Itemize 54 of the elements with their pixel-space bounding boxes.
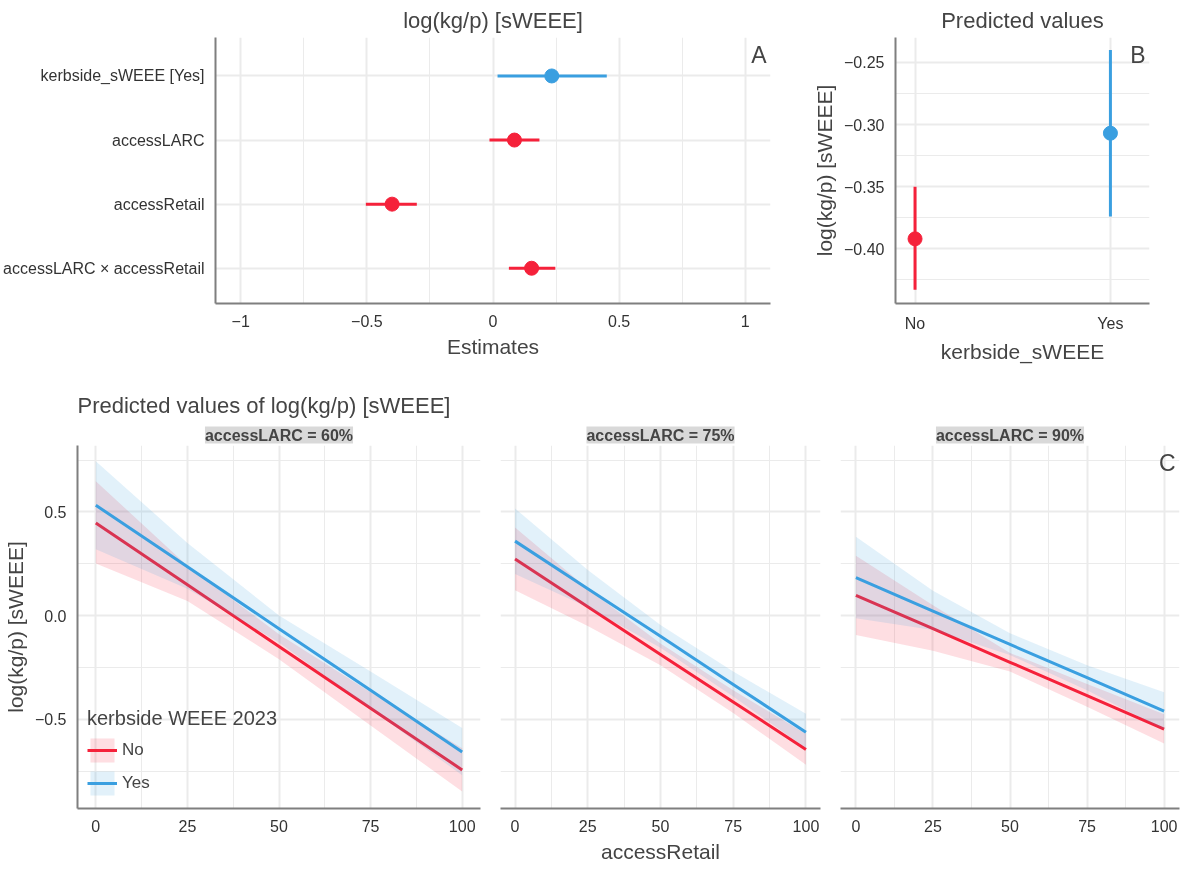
point bbox=[384, 196, 400, 212]
x-tick-label: 1 bbox=[740, 312, 750, 330]
point bbox=[506, 132, 522, 148]
chart-subtitle: accessLARC = 60% bbox=[204, 426, 354, 444]
chart-title: Predicted values bbox=[941, 7, 1104, 33]
chart-subtitle: accessLARC = 75% bbox=[586, 426, 735, 444]
y-tick-label: −0.35 bbox=[844, 178, 885, 196]
point bbox=[544, 68, 560, 84]
x-axis-title: accessRetail bbox=[600, 839, 721, 863]
x-tick-label: 0 bbox=[510, 817, 520, 835]
x-tick-label: 0 bbox=[488, 312, 498, 330]
y-tick-label: 0.0 bbox=[44, 607, 67, 625]
legend-label: No bbox=[122, 740, 144, 760]
y-tick-label: −0.30 bbox=[844, 116, 885, 134]
y-axis-title: log(kg/p) [sWEEE] bbox=[3, 541, 27, 713]
x-tick-label: 100 bbox=[792, 817, 820, 835]
x-tick-label: Yes bbox=[1097, 314, 1124, 332]
y-tick-label: accessLARC bbox=[112, 131, 205, 149]
x-tick-label: 25 bbox=[178, 817, 197, 835]
chart-subtitle: accessLARC = 90% bbox=[935, 426, 1085, 444]
x-tick-label: −0.5 bbox=[351, 312, 383, 330]
x-tick-label: 75 bbox=[1078, 817, 1097, 835]
chart-title: log(kg/p) [sWEEE] bbox=[403, 7, 583, 33]
legend-title: kerbside WEEE 2023 bbox=[87, 707, 278, 730]
legend-label: Yes bbox=[122, 773, 150, 793]
x-tick-label: 25 bbox=[578, 817, 597, 835]
x-tick-label: 50 bbox=[651, 817, 670, 835]
annotation: B bbox=[1130, 41, 1146, 68]
x-tick-label: 100 bbox=[448, 817, 476, 835]
x-tick-label: 25 bbox=[924, 817, 942, 835]
x-tick-label: No bbox=[904, 314, 926, 332]
y-axis-title: log(kg/p) [sWEEE] bbox=[813, 84, 837, 257]
y-tick-label: −0.5 bbox=[34, 711, 67, 729]
y-tick-label: accessLARC × accessRetail bbox=[3, 259, 205, 277]
x-tick-label: 50 bbox=[270, 817, 288, 835]
x-tick-label: 0 bbox=[851, 817, 861, 835]
y-tick-label: −0.40 bbox=[844, 240, 885, 258]
chart-title: Predicted values of log(kg/p) [sWEEE] bbox=[77, 392, 451, 418]
y-tick-label: 0.5 bbox=[44, 503, 67, 521]
x-tick-label: 0.5 bbox=[608, 312, 631, 330]
y-tick-label: −0.25 bbox=[844, 54, 885, 72]
x-tick-label: 0 bbox=[91, 817, 101, 835]
x-tick-label: 75 bbox=[361, 817, 380, 835]
x-axis-title: kerbside_sWEEE bbox=[940, 339, 1105, 364]
x-tick-label: 50 bbox=[1001, 817, 1019, 835]
annotation: A bbox=[751, 41, 768, 68]
y-tick-label: kerbside_sWEEE [Yes] bbox=[40, 67, 205, 86]
x-tick-label: 75 bbox=[724, 817, 743, 835]
point bbox=[524, 260, 540, 276]
annotation: C bbox=[1158, 449, 1176, 476]
x-tick-label: −1 bbox=[231, 312, 250, 330]
x-tick-label: 100 bbox=[1150, 817, 1178, 835]
y-tick-label: accessRetail bbox=[113, 195, 205, 213]
x-axis-title: Estimates bbox=[446, 334, 540, 358]
